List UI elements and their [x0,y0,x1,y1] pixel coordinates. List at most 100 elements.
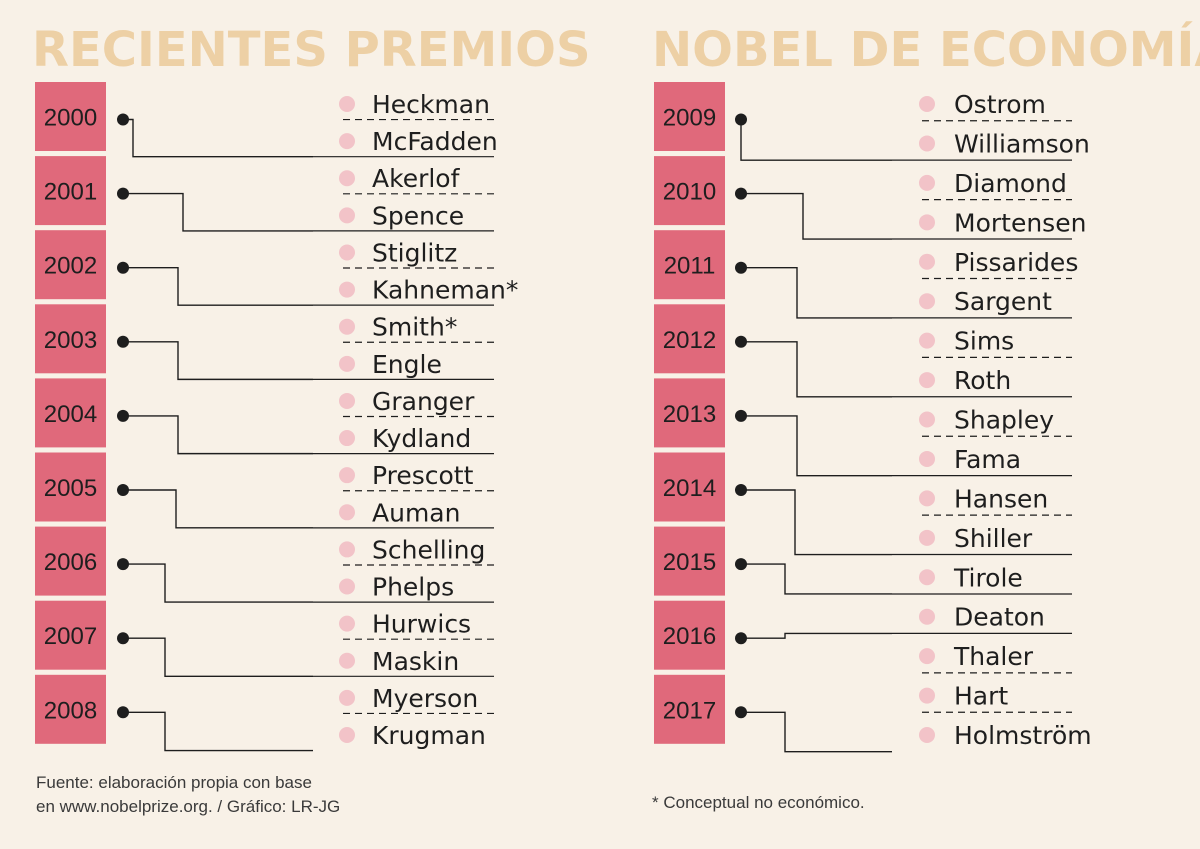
year-group-2013: 2013 [654,378,892,477]
laureate-item: Maskin [339,647,459,676]
laureate-name: Heckman [372,90,490,119]
year-box [654,230,725,300]
laureate-name: Hart [954,682,1008,711]
laureate-name: Mortensen [954,208,1086,237]
laureate-item: Deaton [919,603,1045,632]
laureate-dot [919,648,935,665]
connector-dot [735,261,747,274]
year-label: 2014 [663,475,716,502]
laureate-name: Thaler [953,642,1034,671]
year-box [654,156,725,226]
laureate-dot [339,727,355,743]
year-label: 2013 [663,401,716,428]
connector-line [741,192,892,240]
laureate-dot [919,727,935,743]
laureate-name: Sims [954,327,1014,356]
connector-line [741,563,892,595]
laureate-item: Thaler [919,642,1034,671]
year-group-2014: 2014 [654,452,892,556]
source-line-1: Fuente: elaboración propia con base [36,773,312,792]
laureate-name: Stiglitz [372,238,457,267]
year-label: 2000 [44,105,97,132]
connector-line [123,341,313,381]
laureate-item: Schelling [339,535,485,564]
year-group-2000: 2000 [35,82,313,158]
year-label: 2011 [664,253,716,280]
laureate-item: Fama [919,445,1021,474]
laureate-name: McFadden [372,127,498,156]
year-box [654,378,725,448]
laureate-dot [339,652,355,669]
year-label: 2009 [663,105,716,132]
title-right: NOBEL DE ECONOMÍA [652,22,1200,78]
year-group-2011: 2011 [654,230,892,319]
laureate-item: Tirole [919,563,1023,592]
column-1: 2000 2001 2002 2003 2004 2005 2006 2007 2008 Heck… [35,82,518,752]
connector-line [740,119,892,161]
laureate-dot [339,467,355,484]
year-box [35,674,106,744]
laureate-dot [919,529,935,546]
year-group-2007: 2007 [35,600,313,678]
laureate-name: Akerlof [372,164,461,193]
year-group-2012: 2012 [654,304,892,398]
connector-line [741,415,892,477]
year-group-2015: 2015 [654,526,892,596]
laureate-name: Kahneman* [372,276,518,305]
laureate-dot [919,490,935,507]
connector-dot [735,558,747,571]
connector-dot [117,409,129,422]
laureate-dot [919,372,935,389]
laureate-item: Auman [339,498,460,527]
connector-dot [735,484,747,496]
year-label: 2012 [663,327,716,354]
connector-line [123,415,313,455]
year-box [35,82,106,151]
laureate-dot [919,450,935,467]
year-group-2016: 2016 [654,600,892,670]
laureate-dot [339,541,355,558]
laureate-item: Granger [339,387,475,416]
connector-dot [117,261,129,274]
laureate-dot [919,569,935,586]
year-label: 2006 [44,549,97,576]
year-box [35,526,106,596]
year-label: 2016 [663,623,716,650]
laureate-dot [919,174,935,191]
year-box [654,526,725,596]
laureate-name: Shiller [954,524,1033,553]
year-box [35,378,106,448]
source-note: Fuente: elaboración propia con base en w… [36,771,340,819]
year-group-2009: 2009 [654,82,892,161]
year-label: 2003 [44,327,97,354]
laureate-dot [919,608,935,625]
laureate-item: Kahneman* [339,276,518,305]
year-label: 2002 [44,253,97,280]
year-label: 2007 [44,623,97,650]
laureate-name: Kydland [372,424,471,453]
connector-dot [735,706,747,719]
laureate-item: Shapley [919,406,1054,435]
year-group-2003: 2003 [35,304,313,381]
laureate-item: Hansen [919,484,1048,513]
laureate-name: Roth [954,366,1011,395]
laureate-name: Myerson [372,684,478,713]
laureate-name: Holmström [954,721,1092,750]
laureate-name: Fama [954,445,1021,474]
connector-line [123,489,313,529]
laureate-item: Akerlof [339,164,461,193]
laureate-name: Prescott [372,461,474,490]
laureate-item: Engle [339,350,442,379]
connector-dot [117,335,129,348]
laureate-item: Spence [339,201,464,230]
laureate-dot [919,411,935,428]
connector-line [123,563,313,603]
connector-line [123,192,313,232]
connector-line [741,632,892,639]
year-box [35,452,106,522]
laureate-item: Mortensen [919,208,1086,237]
connector-dot [117,113,129,126]
laureate-name: Deaton [954,603,1045,632]
laureate-name: Pissarides [954,248,1078,277]
